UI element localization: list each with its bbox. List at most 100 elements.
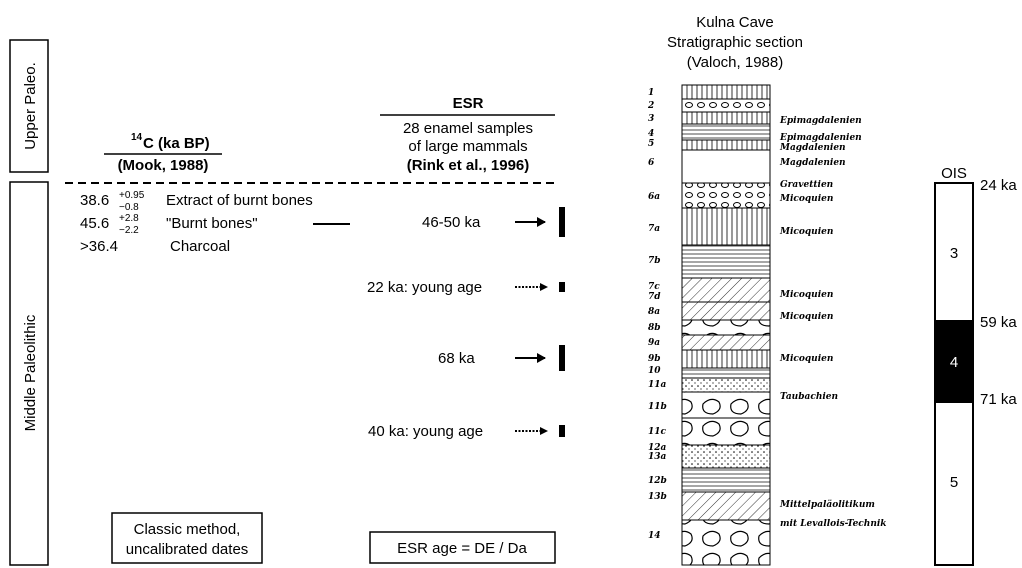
esr-line: 28 enamel samples (403, 120, 533, 137)
culture-label: Mittelpaläolitikum (779, 499, 875, 510)
date-label: Extract of burnt bones (166, 192, 313, 209)
layer (682, 99, 770, 112)
culture-label: Micoquien (779, 290, 833, 300)
date: 45.6 (80, 215, 109, 232)
esr-age: 40 ka: young age (368, 423, 483, 440)
ois-age: 59 ka (980, 314, 1017, 331)
layer-label: 13a (648, 452, 667, 462)
layer (682, 183, 770, 208)
arrowhead (537, 353, 546, 363)
arrowhead (540, 283, 548, 291)
layer-label: 4 (648, 129, 654, 139)
culture-label: Micoquien (779, 194, 833, 204)
layer-label: 7a (648, 224, 660, 234)
layer (682, 468, 770, 492)
layer-label: 8b (648, 323, 661, 333)
strat-column: 1234566a7a7b7c7d8a8b9a9b1011a11b11c12a13… (647, 85, 887, 565)
ois-age: 24 ka (980, 177, 1017, 194)
date: >36.4 (80, 238, 118, 255)
culture-label: Taubachien (780, 392, 838, 402)
arrowhead (540, 427, 548, 435)
esr-age: 46-50 ka (422, 214, 481, 231)
culture-label: Micoquien (779, 354, 833, 364)
layer-label: 2 (647, 101, 654, 111)
c14-header: C (ka BP) (143, 135, 210, 152)
layer-label: 7d (648, 292, 661, 302)
date-label: "Burnt bones" (166, 215, 258, 232)
layer-label: 1 (648, 88, 654, 98)
ois-stage: 4 (950, 354, 958, 371)
bar (559, 207, 565, 237)
diagram: Upper Paleo. Middle Paleolithic 14 C (ka… (0, 0, 1022, 568)
page: Upper Paleo. Middle Paleolithic 14 C (ka… (0, 0, 1022, 568)
date-plus: +2.8 (119, 213, 139, 224)
layer-label: 6 (648, 158, 655, 168)
note: Classic method, (134, 521, 241, 538)
layer-label: 12b (648, 476, 667, 486)
c14-sup: 14 (131, 132, 143, 143)
date: 38.6 (80, 192, 109, 209)
layer (682, 112, 770, 124)
layer (682, 245, 770, 278)
culture-label: Gravettien (780, 180, 833, 190)
culture-label: Magdalenien (779, 143, 846, 153)
layer-label: 14 (648, 531, 661, 541)
esr-age: 68 ka (438, 350, 475, 367)
esr-line: (Rink et al., 1996) (407, 157, 530, 174)
esr-line: of large mammals (408, 138, 527, 155)
ois-age: 71 ka (980, 391, 1017, 408)
note: ESR age = DE / Da (397, 540, 527, 557)
culture-label: mit Levallois-Technik (780, 519, 887, 529)
layer (682, 278, 770, 302)
layer-label: 11c (648, 427, 667, 437)
layer (682, 150, 770, 183)
layer (682, 492, 770, 520)
date-minus: −0.8 (119, 202, 139, 213)
layer (682, 335, 770, 350)
date-label: Charcoal (170, 238, 230, 255)
layer-label: 10 (648, 366, 661, 376)
section-title: Kulna Cave (696, 14, 774, 31)
layer (682, 302, 770, 320)
culture-label: Micoquien (779, 312, 833, 322)
layer-label: 9b (648, 354, 661, 364)
section-title: Stratigraphic section (667, 34, 803, 51)
culture-label: Epimagdalenien (779, 133, 862, 143)
bar (559, 282, 565, 292)
bar (559, 345, 565, 371)
layer (682, 368, 770, 378)
layer (682, 445, 770, 468)
period-label: Upper Paleo. (22, 62, 39, 150)
layer (682, 392, 770, 418)
culture-label: Epimagdalenien (779, 116, 862, 126)
ois-stage: 5 (950, 474, 958, 491)
c14-source: (Mook, 1988) (118, 157, 209, 174)
period-label: Middle Paleolithic (22, 314, 39, 431)
layer (682, 208, 770, 245)
layer-label: 3 (648, 114, 654, 124)
ois-title: OIS (941, 165, 967, 182)
layer (682, 140, 770, 150)
date-minus: −2.2 (119, 225, 139, 236)
culture-label: Magdalenien (779, 158, 846, 168)
arrowhead (537, 217, 546, 227)
layer (682, 124, 770, 140)
layer (682, 85, 770, 99)
layer-label: 13b (648, 492, 667, 502)
layer-label: 7c (648, 282, 660, 292)
culture-label: Micoquien (779, 227, 833, 237)
layer-label: 8a (648, 307, 660, 317)
layer-label: 11b (648, 402, 667, 412)
layer-label: 5 (648, 139, 654, 149)
date-plus: +0.95 (119, 190, 145, 201)
layer (682, 418, 770, 445)
layer-label: 9a (648, 338, 660, 348)
esr-title: ESR (453, 95, 484, 112)
bar (559, 425, 565, 437)
layer (682, 320, 770, 335)
ois-stage: 3 (950, 245, 958, 262)
layer-label: 6a (648, 192, 660, 202)
layer (682, 520, 770, 565)
esr-age: 22 ka: young age (367, 279, 482, 296)
layer-label: 7b (648, 256, 661, 266)
